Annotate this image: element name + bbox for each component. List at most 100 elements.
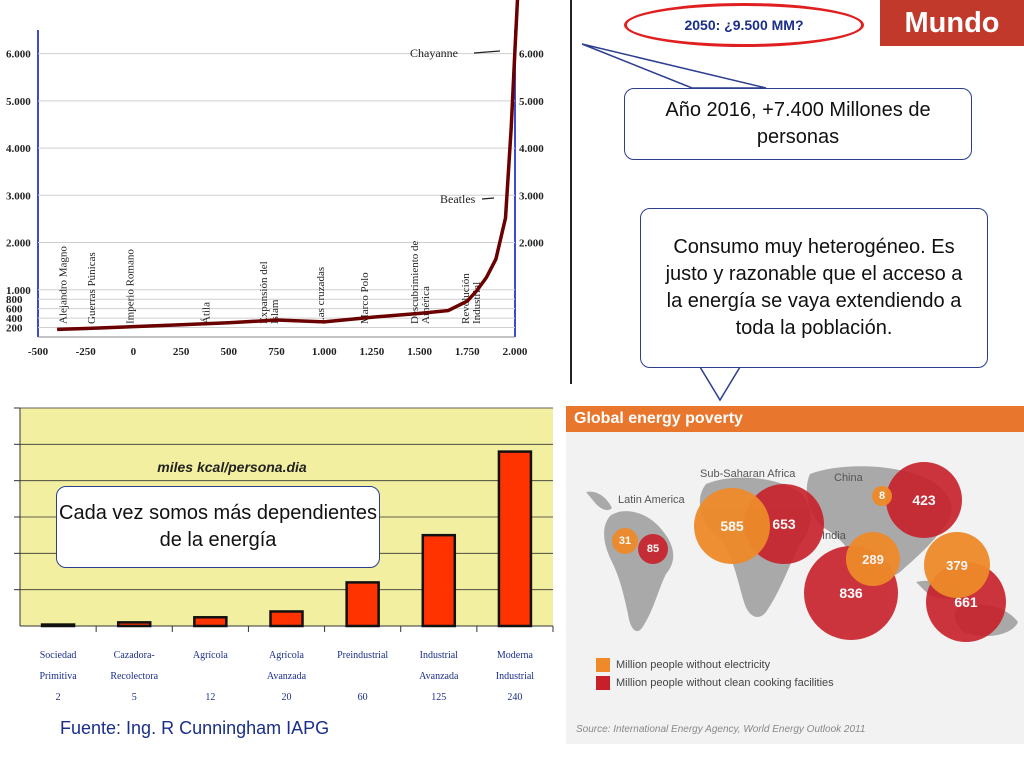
category-label: Industrial [496, 671, 535, 682]
svg-text:América: América [420, 286, 432, 324]
category-label: Avanzada [267, 671, 307, 682]
energy-poverty-source: Source: International Energy Agency, Wor… [576, 724, 866, 735]
region-label-latin-america: Latin America [618, 494, 685, 506]
svg-text:Guerras Púnicas: Guerras Púnicas [86, 252, 98, 324]
consumption-callout: Consumo muy heterogéneo. Es justo y razo… [640, 208, 988, 368]
event-label: Imperio Romano [124, 249, 136, 324]
category-label: Avanzada [419, 671, 459, 682]
central-america-shape [586, 491, 612, 511]
y-tick-label-left: 6.000 [6, 49, 31, 61]
legend-electricity-swatch [596, 658, 610, 672]
energy-poverty-panel: Global energy poverty Latin America Sub-… [566, 406, 1024, 744]
y-tick-label-right: 6.000 [519, 49, 544, 61]
southeast-asia-electricity-bubble: 379 [924, 532, 990, 598]
region-label-sub-saharan-africa: Sub-Saharan Africa [700, 468, 796, 480]
y-tick-label-right: 3.000 [519, 190, 544, 202]
category-label: Recolectora [110, 671, 158, 682]
y-tick-label-left: 2.000 [6, 238, 31, 250]
population-2016-callout: Año 2016, +7.400 Millones de personas [624, 88, 972, 160]
event-label: Expansión del Islam [258, 261, 281, 324]
x-tick-label: 0 [131, 346, 137, 358]
x-tick-label: 1.000 [312, 346, 337, 358]
svg-text:Descubrimiento de: Descubrimiento de [409, 240, 421, 324]
svg-text:Expansión del: Expansión del [258, 261, 270, 324]
x-tick-label: 1.250 [360, 346, 385, 358]
population-line [57, 0, 520, 332]
bar [40, 623, 76, 628]
svg-text:Imperio Romano: Imperio Romano [124, 249, 136, 324]
india-electricity-bubble: 289 [846, 532, 900, 586]
category-label: Sociedad [40, 650, 77, 661]
y-tick-label-left: 3.000 [6, 190, 31, 202]
event-label: Marco Polo [359, 272, 371, 324]
ssa-electricity-bubble: 585 [694, 488, 770, 564]
y-tick-label-left: 4.000 [6, 143, 31, 155]
value-label: 12 [205, 692, 215, 703]
x-tick-label: 250 [173, 346, 190, 358]
bar-chart-title: miles kcal/persona.dia [157, 459, 307, 475]
x-tick-label: -500 [28, 346, 49, 358]
event-label: Alejandro Magno [58, 246, 70, 324]
svg-text:Marco Polo: Marco Polo [359, 272, 371, 324]
x-tick-label: 1.500 [407, 346, 432, 358]
legend-cooking-swatch [596, 676, 610, 690]
svg-text:Revolución: Revolución [460, 273, 472, 324]
china-cooking-bubble: 423 [886, 462, 962, 538]
svg-text:Las cruzadas: Las cruzadas [315, 267, 327, 324]
category-label: Primitiva [39, 671, 77, 682]
annotation-arrow [473, 50, 501, 54]
event-label: Guerras Púnicas [86, 252, 98, 324]
value-label: 60 [358, 692, 368, 703]
value-label: 5 [132, 692, 137, 703]
value-label: 125 [431, 692, 446, 703]
event-label: Átila [201, 302, 213, 324]
value-label: 240 [507, 692, 522, 703]
value-label: 2 [56, 692, 61, 703]
bar [421, 533, 457, 628]
svg-text:Islam: Islam [269, 299, 281, 324]
x-tick-label: 750 [268, 346, 285, 358]
category-label: Cazadora- [114, 650, 155, 661]
y-tick-label-left: 1.000 [6, 285, 31, 297]
latin-america-electricity-bubble: 31 [612, 528, 638, 554]
annotation-chayanne: Chayanne [410, 46, 458, 60]
x-tick-label: 500 [221, 346, 238, 358]
annotation-beatles: Beatles [440, 192, 476, 206]
x-tick-label: 1.750 [455, 346, 480, 358]
annotation-arrow [481, 197, 495, 200]
x-tick-label: 2.000 [503, 346, 528, 358]
bar [269, 610, 304, 628]
dependence-callout: Cada vez somos más dependientes de la en… [56, 486, 380, 568]
category-label: Industrial [420, 650, 459, 661]
y-tick-label-left: 800 [6, 294, 23, 306]
forecast-2050-oval: 2050: ¿9.500 MM? [624, 3, 864, 47]
svg-text:Alejandro Magno: Alejandro Magno [58, 246, 70, 324]
energy-poverty-header: Global energy poverty [566, 406, 1024, 432]
bar [193, 616, 228, 628]
svg-text:Átila: Átila [201, 302, 213, 324]
y-tick-label-left: 200 [6, 323, 23, 335]
y-tick-label-left: 5.000 [6, 96, 31, 108]
value-label: 20 [282, 692, 292, 703]
source-note: Fuente: Ing. R Cunningham IAPG [60, 718, 330, 738]
bar [497, 450, 533, 628]
south-america-shape [604, 511, 674, 632]
panel-divider [570, 0, 572, 384]
event-label: Las cruzadas [315, 267, 327, 324]
y-tick-label-right: 5.000 [519, 96, 544, 108]
bar [116, 621, 152, 628]
bar [345, 581, 380, 628]
legend-cooking-label: Million people without clean cooking fac… [616, 677, 834, 689]
category-label: Moderna [497, 650, 534, 661]
y-tick-label-right: 2.000 [519, 238, 544, 250]
legend-electricity-label: Million people without electricity [616, 659, 771, 671]
region-label-india: India [822, 530, 846, 542]
category-label: Agrícola [269, 650, 305, 661]
category-label: Agrícola [193, 650, 229, 661]
y-tick-label-left: 600 [6, 304, 23, 316]
region-label-china: China [834, 472, 863, 484]
x-tick-label: -250 [76, 346, 97, 358]
category-label: Preindustrial [337, 650, 388, 661]
china-electricity-bubble: 8 [872, 486, 892, 506]
population-chart: 6.0005.0004.0003.0002.0001.0008006004002… [6, 0, 544, 358]
